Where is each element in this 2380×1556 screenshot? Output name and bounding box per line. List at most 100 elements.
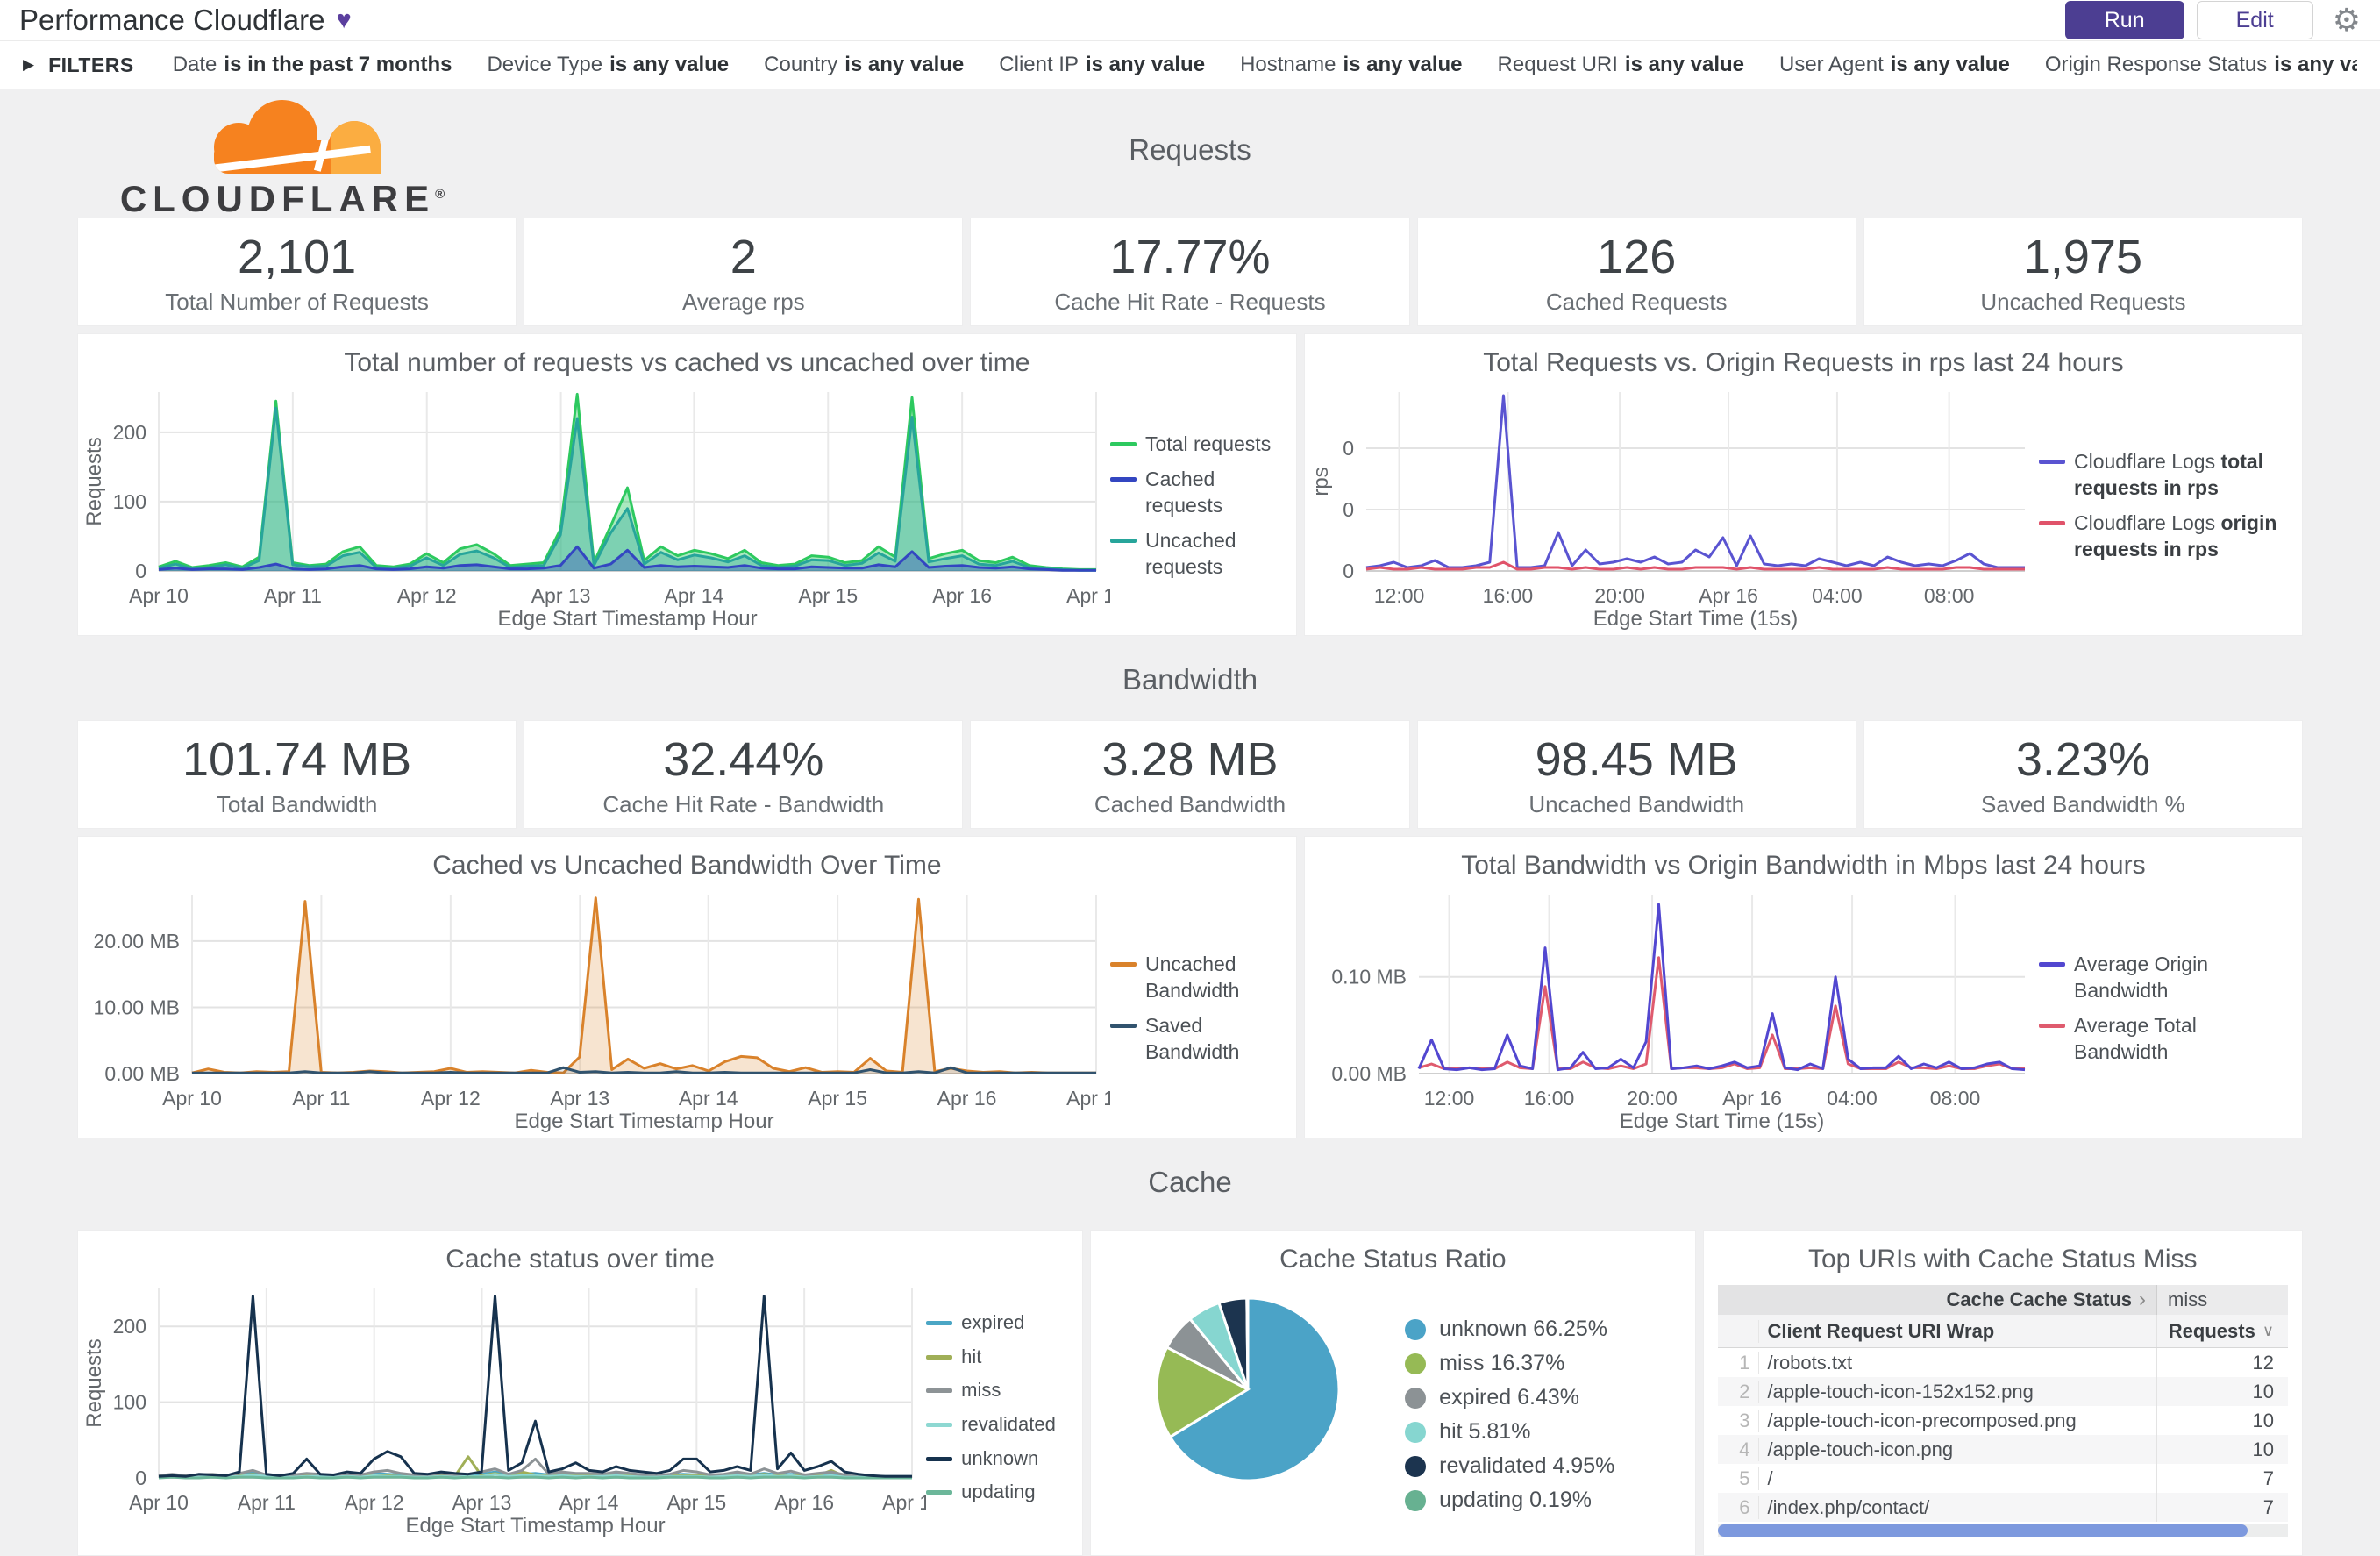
table-pivot-header: Cache Cache Status › miss <box>1717 1285 2288 1315</box>
filters-expand-icon[interactable]: ▶ <box>23 56 35 73</box>
legend-item[interactable]: hit <box>926 1345 1072 1370</box>
uri-cell[interactable]: /apple-touch-icon-152x152.png <box>1757 1380 2157 1403</box>
pie-legend-dot-icon <box>1405 1318 1427 1340</box>
svg-text:20:00: 20:00 <box>1627 1087 1678 1110</box>
kpi-tile: 126 Cached Requests <box>1416 218 1856 326</box>
pie-legend-item[interactable]: hit 5.81% <box>1405 1419 1614 1445</box>
kpi-value: 2,101 <box>238 231 357 283</box>
cloudflare-cloud-icon <box>214 100 381 174</box>
legend-swatch-icon <box>1110 442 1137 447</box>
legend-item[interactable]: miss <box>926 1378 1072 1403</box>
pie-legend-item[interactable]: unknown 66.25% <box>1405 1317 1614 1342</box>
svg-text:Apr 10: Apr 10 <box>129 584 189 607</box>
svg-text:Apr 17: Apr 17 <box>1066 1087 1110 1110</box>
pie-legend-item[interactable]: expired 6.43% <box>1405 1385 1614 1410</box>
legend-item[interactable]: Cloudflare Logs total requests in rps <box>2039 449 2291 502</box>
svg-text:08:00: 08:00 <box>1930 1087 1981 1110</box>
table-row: 2 /apple-touch-icon-152x152.png 10 <box>1717 1377 2288 1406</box>
kpi-tile: 101.74 MB Total Bandwidth <box>77 720 517 829</box>
table-row: 3 /apple-touch-icon-precomposed.png 10 <box>1718 1406 2289 1435</box>
filter-item[interactable]: User Agent is any value <box>1779 53 2010 76</box>
run-button[interactable]: Run <box>2064 1 2184 39</box>
requests-rps-chart[interactable]: 0 0 0 12:00 16:00 20:00 Apr 16 04:00 08:00 rps Edg… <box>1305 380 2039 632</box>
table-title: Top URIs with Cache Status Miss <box>1808 1245 2198 1274</box>
requests-column-header[interactable]: Requests ∨ <box>2156 1315 2288 1347</box>
filter-item[interactable]: Country is any value <box>764 53 965 76</box>
kpi-tile: 2 Average rps <box>524 218 964 326</box>
svg-text:Edge Start Time (15s): Edge Start Time (15s) <box>1593 607 1798 631</box>
requests-over-time-chart[interactable]: 0 100 200 Apr 10 Apr 11 Apr 12 Apr 13 Apr 14 Apr… <box>78 380 1126 632</box>
svg-text:04:00: 04:00 <box>1827 1087 1878 1110</box>
gear-icon[interactable]: ⚙ <box>2332 2 2361 38</box>
uri-cell[interactable]: /apple-touch-icon-precomposed.png <box>1757 1409 2157 1432</box>
svg-text:Apr 17: Apr 17 <box>882 1491 926 1514</box>
svg-text:200: 200 <box>113 421 146 444</box>
uri-cell[interactable]: / <box>1757 1467 2157 1490</box>
svg-text:200: 200 <box>113 1315 146 1338</box>
uri-cell[interactable]: /robots.txt <box>1757 1351 2157 1374</box>
legend-item[interactable]: Average Origin Bandwidth <box>2039 952 2291 1004</box>
kpi-tile: 32.44% Cache Hit Rate - Bandwidth <box>524 720 964 829</box>
table-row: 4 /apple-touch-icon.png 10 <box>1717 1435 2288 1464</box>
uri-cell[interactable]: /index.php/contact/ <box>1757 1495 2157 1519</box>
cache-status-ratio-pie[interactable] <box>1147 1288 1349 1490</box>
scrollbar-thumb[interactable] <box>1717 1524 2248 1537</box>
filter-item[interactable]: Hostname is any value <box>1240 53 1463 76</box>
legend-item[interactable]: Total requests <box>1110 432 1286 458</box>
svg-text:Edge Start Timestamp Hour: Edge Start Timestamp Hour <box>405 1514 665 1538</box>
edit-button[interactable]: Edit <box>2196 1 2313 39</box>
filter-item[interactable]: Date is in the past 7 months <box>172 53 452 76</box>
pie-legend-item[interactable]: updating 0.19% <box>1405 1488 1614 1513</box>
legend-item[interactable]: updating <box>926 1480 1072 1505</box>
legend-item[interactable]: Cloudflare Logs origin requests in rps <box>2039 510 2291 563</box>
svg-text:Requests: Requests <box>82 437 106 525</box>
requests-over-time-tile: Total number of requests vs cached vs un… <box>77 333 1297 636</box>
kpi-value: 98.45 MB <box>1535 733 1738 786</box>
bandwidth-over-time-chart[interactable]: 0.00 MB 10.00 MB 20.00 MB Apr 10 Apr 11 Apr 1… <box>78 882 1126 1135</box>
svg-text:0: 0 <box>135 1467 146 1489</box>
legend-item[interactable]: Saved Bandwidth <box>1110 1013 1286 1066</box>
cache-status-over-time-tile: Cache status over time 0 100 200 Apr 10 Apr … <box>77 1230 1084 1556</box>
table-row: 1 /robots.txt 12 <box>1718 1348 2289 1377</box>
svg-text:Apr 11: Apr 11 <box>292 1087 350 1110</box>
filter-item[interactable]: Device Type is any value <box>487 53 730 76</box>
legend-item[interactable]: unknown <box>926 1446 1072 1472</box>
filter-bar: ▶ FILTERS Date is in the past 7 months Dev… <box>0 40 2380 89</box>
pie-legend-dot-icon <box>1405 1353 1427 1374</box>
table-row: 6 /index.php/contact/ 7 <box>1717 1493 2288 1522</box>
filter-item[interactable]: Request URI is any value <box>1497 53 1744 76</box>
svg-text:0.00 MB: 0.00 MB <box>1331 1062 1407 1085</box>
chevron-right-icon[interactable]: › <box>2139 1288 2146 1311</box>
table-horizontal-scrollbar[interactable] <box>1717 1524 2288 1537</box>
legend-item[interactable]: revalidated <box>926 1412 1072 1438</box>
heart-icon: ♥ <box>336 5 352 34</box>
uri-column-header[interactable]: Client Request URI Wrap <box>1757 1319 2157 1343</box>
kpi-value: 3.23% <box>2015 733 2150 786</box>
legend-swatch-icon <box>926 1456 953 1461</box>
kpi-tile: 3.23% Saved Bandwidth % <box>1863 720 2304 829</box>
svg-text:08:00: 08:00 <box>1924 584 1975 607</box>
legend-item[interactable]: Uncached Bandwidth <box>1110 952 1286 1004</box>
legend-item[interactable]: Cached requests <box>1110 467 1286 519</box>
chart-title: Total number of requests vs cached vs un… <box>344 348 1030 377</box>
bandwidth-mbps-chart[interactable]: 0.00 MB 0.10 MB 12:00 16:00 20:00 Apr 16 04:00… <box>1305 882 2039 1135</box>
legend-item[interactable]: Uncached requests <box>1110 528 1286 581</box>
chart-title: Total Bandwidth vs Origin Bandwidth in M… <box>1461 851 2146 880</box>
legend-swatch-icon <box>1110 538 1137 543</box>
kpi-tile: 2,101 Total Number of Requests <box>77 218 517 326</box>
kpi-value: 2 <box>730 231 757 283</box>
filter-item[interactable]: Client IP is any value <box>999 53 1206 76</box>
kpi-label: Cached Bandwidth <box>1094 791 1286 817</box>
legend-item[interactable]: Average Total Bandwidth <box>2039 1013 2291 1066</box>
pie-legend-item[interactable]: miss 16.37% <box>1405 1351 1614 1376</box>
legend-swatch-icon <box>2039 460 2065 465</box>
svg-text:Apr 10: Apr 10 <box>162 1087 222 1110</box>
uri-cell[interactable]: /apple-touch-icon.png <box>1757 1438 2157 1461</box>
svg-text:16:00: 16:00 <box>1524 1087 1575 1110</box>
pie-legend-item[interactable]: revalidated 4.95% <box>1405 1453 1614 1479</box>
svg-text:0.00 MB: 0.00 MB <box>104 1062 180 1085</box>
sort-down-icon: ∨ <box>2262 1322 2274 1339</box>
cache-status-chart[interactable]: 0 100 200 Apr 10 Apr 11 Apr 12 Apr 13 Apr 14 Apr… <box>78 1276 942 1539</box>
legend-item[interactable]: expired <box>926 1310 1072 1336</box>
